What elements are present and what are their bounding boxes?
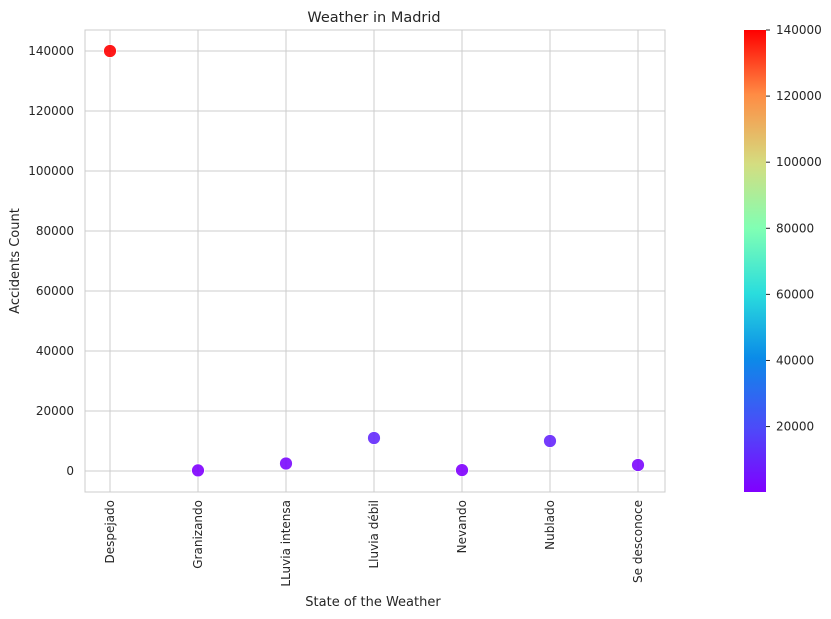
scatter-point [543, 434, 557, 448]
colorbar-tick-label: 140000 [776, 23, 822, 37]
colorbar-tick-label: 20000 [776, 420, 814, 434]
x-tick-label: Lluvia débil [367, 500, 381, 569]
plot-area [84, 29, 666, 493]
y-tick-label: 140000 [28, 44, 74, 58]
x-tick-label: Despejado [103, 500, 117, 564]
scatter-point [455, 463, 469, 478]
scatter-point [191, 463, 205, 478]
chart-title: Weather in Madrid [307, 10, 440, 26]
colorbar [744, 30, 766, 492]
x-tick-label: Nublado [543, 500, 557, 550]
x-tick-label: Nevando [455, 500, 469, 553]
colorbar-tick-label: 100000 [776, 155, 822, 169]
y-tick-label: 20000 [36, 404, 74, 418]
colorbar-tick-labels: 20000 40000 60000 80000 100000 120000 140000 [766, 23, 822, 434]
x-tick-labels: Despejado Granizando LLuvia intensa Lluvia … [103, 500, 645, 587]
y-tick-label: 60000 [36, 284, 74, 298]
x-tick-label: LLuvia intensa [279, 500, 293, 587]
x-axis-label: State of the Weather [305, 595, 441, 610]
colorbar-tick-label: 60000 [776, 287, 814, 301]
y-tick-labels: 0 20000 40000 60000 80000 100000 120000 140000 [28, 44, 74, 478]
y-tick-label: 80000 [36, 224, 74, 238]
scatter-point [103, 44, 117, 58]
x-tick-label: Granizando [191, 500, 205, 569]
x-tick-label: Se desconoce [631, 500, 645, 583]
scatter-points [103, 44, 645, 478]
grid-lines [85, 30, 665, 492]
y-tick-label: 100000 [28, 164, 74, 178]
colorbar-tick-label: 120000 [776, 89, 822, 103]
y-axis-label: Accidents Count [8, 208, 23, 314]
scatter-point [367, 431, 381, 445]
y-tick-label: 0 [66, 464, 74, 478]
colorbar-tick-label: 40000 [776, 353, 814, 367]
scatter-point [631, 458, 645, 472]
y-tick-label: 120000 [28, 104, 74, 118]
y-tick-label: 40000 [36, 344, 74, 358]
scatter-point [279, 456, 293, 471]
colorbar-tick-label: 80000 [776, 221, 814, 235]
